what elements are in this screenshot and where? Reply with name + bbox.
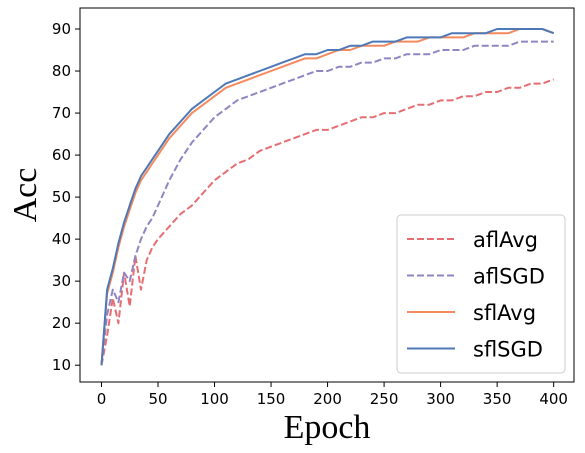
series-line-aflSGD [100,40,554,366]
x-tick-label: 200 [313,390,342,408]
x-tick-label: 150 [257,390,286,408]
y-tick-label: 80 [52,62,71,80]
legend: aflAvg aflSGD sflAvg sflSGD [396,214,566,374]
legend-label-aflAvg: aflAvg [473,228,538,252]
series-line-sflAvg [100,28,555,366]
y-tick-label: 10 [52,356,71,374]
x-tick-label: 350 [483,390,512,408]
x-axis-ticks: 0 50 100 150 200 250 300 350 400 [97,382,568,408]
plot-frame [79,7,575,383]
x-tick-label: 300 [426,390,455,408]
y-tick-label: 60 [52,146,71,164]
y-tick-label: 30 [52,272,71,290]
plot-area [100,28,555,366]
y-tick-label: 50 [52,188,71,206]
y-tick-label: 70 [52,104,71,122]
y-tick-label: 90 [52,20,71,38]
y-tick-label: 40 [52,230,71,248]
x-tick-label: 50 [148,390,167,408]
series-line-sflSGD [100,28,555,366]
legend-box [396,214,566,374]
x-tick-label: 0 [97,390,107,408]
y-tick-label: 20 [52,314,71,332]
legend-label-sflAvg: sflAvg [473,301,536,325]
y-axis-ticks: 10 20 30 40 50 60 70 80 90 [52,20,80,374]
series-line-aflAvg [100,78,555,366]
x-tick-label: 400 [539,390,568,408]
x-tick-label: 100 [200,390,229,408]
x-tick-label: 250 [370,390,399,408]
x-axis-label: Epoch [284,409,371,446]
legend-label-aflSGD: aflSGD [473,265,545,289]
legend-label-sflSGD: sflSGD [473,338,543,362]
y-axis-label: Acc [7,168,44,223]
